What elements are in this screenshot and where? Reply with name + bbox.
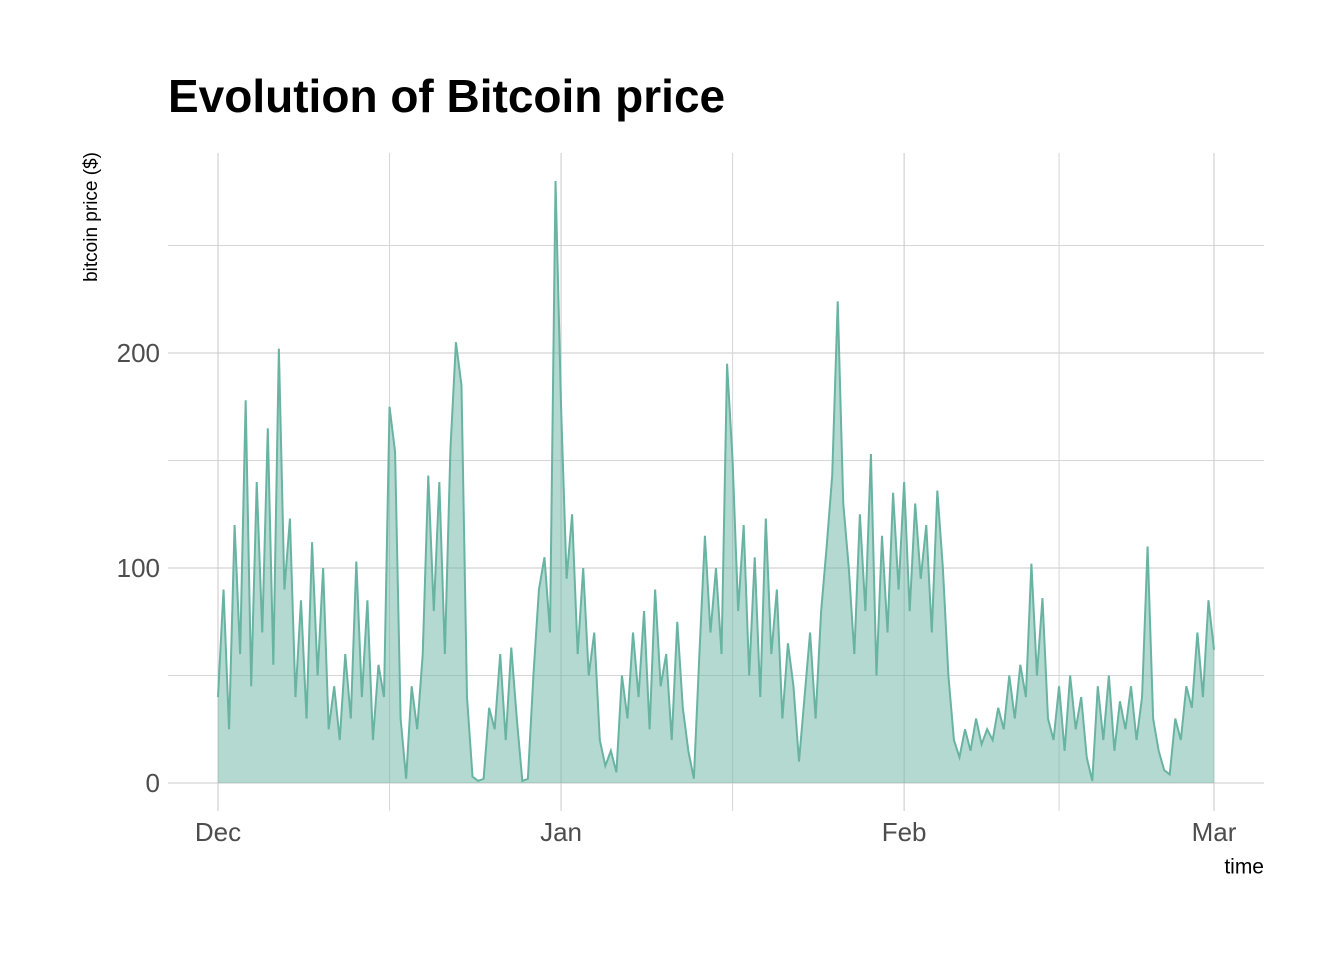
x-tick-label: Feb bbox=[882, 817, 927, 847]
area-fill bbox=[218, 180, 1214, 784]
y-tick-label: 200 bbox=[117, 338, 160, 368]
x-axis-label: time bbox=[1224, 856, 1264, 879]
area-line bbox=[217, 180, 1215, 783]
chart-title: Evolution of Bitcoin price bbox=[168, 70, 725, 122]
x-tick-label: Jan bbox=[540, 817, 582, 847]
y-tick-label: 0 bbox=[146, 768, 160, 798]
x-tick-label: Dec bbox=[195, 817, 241, 847]
y-tick-label: 100 bbox=[117, 553, 160, 583]
y-axis-label: bitcoin price ($) bbox=[81, 152, 102, 282]
x-tick-label: Mar bbox=[1192, 817, 1237, 847]
